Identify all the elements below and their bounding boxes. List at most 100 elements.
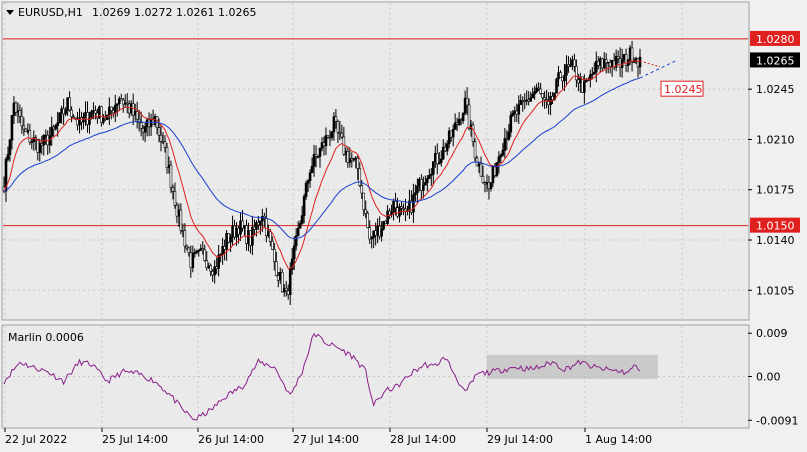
bear-candle bbox=[72, 116, 75, 119]
bear-candle bbox=[110, 106, 113, 111]
bull-candle bbox=[217, 254, 220, 269]
bear-candle bbox=[22, 125, 26, 130]
price-axis[interactable]: 1.0245 1.0210 1.0175 1.0140 1.0105 1.0280 1.01… bbox=[748, 30, 800, 297]
bear-candle bbox=[368, 227, 372, 240]
bull-candle bbox=[290, 258, 294, 270]
bull-candle bbox=[4, 159, 8, 192]
last-price-label: 1.0265 bbox=[756, 54, 795, 67]
bull-candle bbox=[426, 178, 429, 183]
bull-candle bbox=[292, 245, 296, 260]
marlin-line bbox=[3, 332, 641, 421]
price-tick-label: 1.0245 bbox=[756, 83, 795, 96]
bear-candle bbox=[185, 245, 189, 249]
bear-candle bbox=[473, 141, 477, 159]
bull-candle bbox=[312, 154, 316, 167]
projection-label: 1.0245 bbox=[664, 83, 703, 96]
bull-candle bbox=[501, 150, 505, 156]
level-price-box bbox=[750, 217, 800, 233]
bear-candle bbox=[159, 134, 163, 142]
bear-candle bbox=[203, 249, 207, 261]
bear-candle bbox=[179, 209, 183, 231]
bear-candle bbox=[541, 93, 544, 98]
bear-candle bbox=[573, 59, 576, 67]
bear-candle bbox=[435, 153, 439, 165]
bull-candle bbox=[589, 74, 592, 80]
bull-candle bbox=[304, 182, 308, 197]
bull-candle bbox=[310, 165, 314, 174]
projection-label-box bbox=[660, 80, 704, 97]
bear-candle bbox=[340, 132, 344, 138]
bear-candle bbox=[400, 206, 403, 209]
bull-candle bbox=[255, 222, 258, 230]
consolidation-box-rect bbox=[486, 354, 658, 379]
bull-candle bbox=[197, 249, 201, 252]
bull-candle bbox=[316, 156, 320, 158]
bear-candle bbox=[326, 135, 330, 138]
bear-candle bbox=[137, 118, 141, 124]
last-price-box bbox=[750, 52, 800, 68]
oscillator-tick-label: 0.009 bbox=[756, 327, 788, 340]
price-tick-label: 1.0140 bbox=[756, 234, 795, 247]
bear-candle bbox=[131, 103, 135, 116]
bull-candle bbox=[497, 156, 501, 163]
bear-candle bbox=[360, 185, 364, 194]
bull-candle bbox=[143, 126, 147, 133]
bear-candle bbox=[271, 241, 274, 250]
bear-candle bbox=[543, 97, 546, 100]
bear-candle bbox=[539, 88, 542, 94]
bear-candle bbox=[205, 260, 209, 268]
bear-candle bbox=[121, 99, 125, 105]
bear-candle bbox=[364, 209, 368, 214]
bull-candle bbox=[507, 131, 511, 140]
price-tick-label: 1.0175 bbox=[756, 184, 795, 197]
bull-candle bbox=[296, 227, 300, 237]
oscillator-pane[interactable] bbox=[1, 324, 750, 429]
bull-candle bbox=[463, 97, 467, 114]
slow-ma-line bbox=[3, 77, 641, 240]
bull-candle bbox=[445, 143, 449, 152]
bear-candle bbox=[471, 124, 475, 142]
bull-candle bbox=[330, 131, 334, 138]
bear-candle bbox=[68, 97, 71, 111]
bear-candle bbox=[274, 261, 278, 276]
bull-candle bbox=[380, 228, 383, 237]
time-tick-label: 29 Jul 14:00 bbox=[487, 433, 553, 446]
bear-candle bbox=[624, 54, 628, 66]
bull-candle bbox=[102, 117, 105, 123]
bear-candle bbox=[70, 109, 73, 118]
bear-candle bbox=[420, 178, 423, 191]
bull-candle bbox=[594, 60, 598, 73]
bull-candle bbox=[115, 103, 119, 106]
bear-candle bbox=[18, 110, 22, 117]
level-price-box bbox=[750, 30, 800, 46]
bull-candle bbox=[191, 252, 195, 269]
bull-candle bbox=[56, 122, 59, 126]
bull-candle bbox=[439, 158, 443, 163]
bull-candle bbox=[602, 59, 606, 69]
oscillator-title: Marlin 0.0006 bbox=[8, 331, 84, 344]
candles bbox=[2, 40, 642, 305]
bear-candle bbox=[100, 106, 103, 123]
time-tick-label: 22 Jul 2022 bbox=[5, 433, 67, 446]
bull-candle bbox=[499, 154, 503, 158]
bull-candle bbox=[519, 100, 523, 105]
bull-candle bbox=[638, 56, 642, 68]
bull-candle bbox=[555, 78, 558, 94]
time-tick-label: 28 Jul 14:00 bbox=[390, 433, 456, 446]
bear-candle bbox=[241, 220, 244, 229]
bull-candle bbox=[453, 122, 457, 130]
bear-candle bbox=[334, 116, 338, 122]
bull-candle bbox=[592, 71, 596, 75]
bear-candle bbox=[314, 154, 318, 157]
bull-candle bbox=[533, 91, 536, 95]
bull-candle bbox=[58, 112, 61, 124]
triangle-down-icon[interactable] bbox=[6, 10, 14, 15]
time-tick-label: 27 Jul 14:00 bbox=[293, 433, 359, 446]
bear-candle bbox=[467, 104, 471, 129]
price-pane[interactable]: 1.0245 bbox=[1, 1, 750, 321]
bull-candle bbox=[590, 73, 594, 76]
bear-candle bbox=[201, 248, 205, 251]
bear-candle bbox=[171, 187, 175, 192]
bear-candle bbox=[135, 111, 139, 120]
